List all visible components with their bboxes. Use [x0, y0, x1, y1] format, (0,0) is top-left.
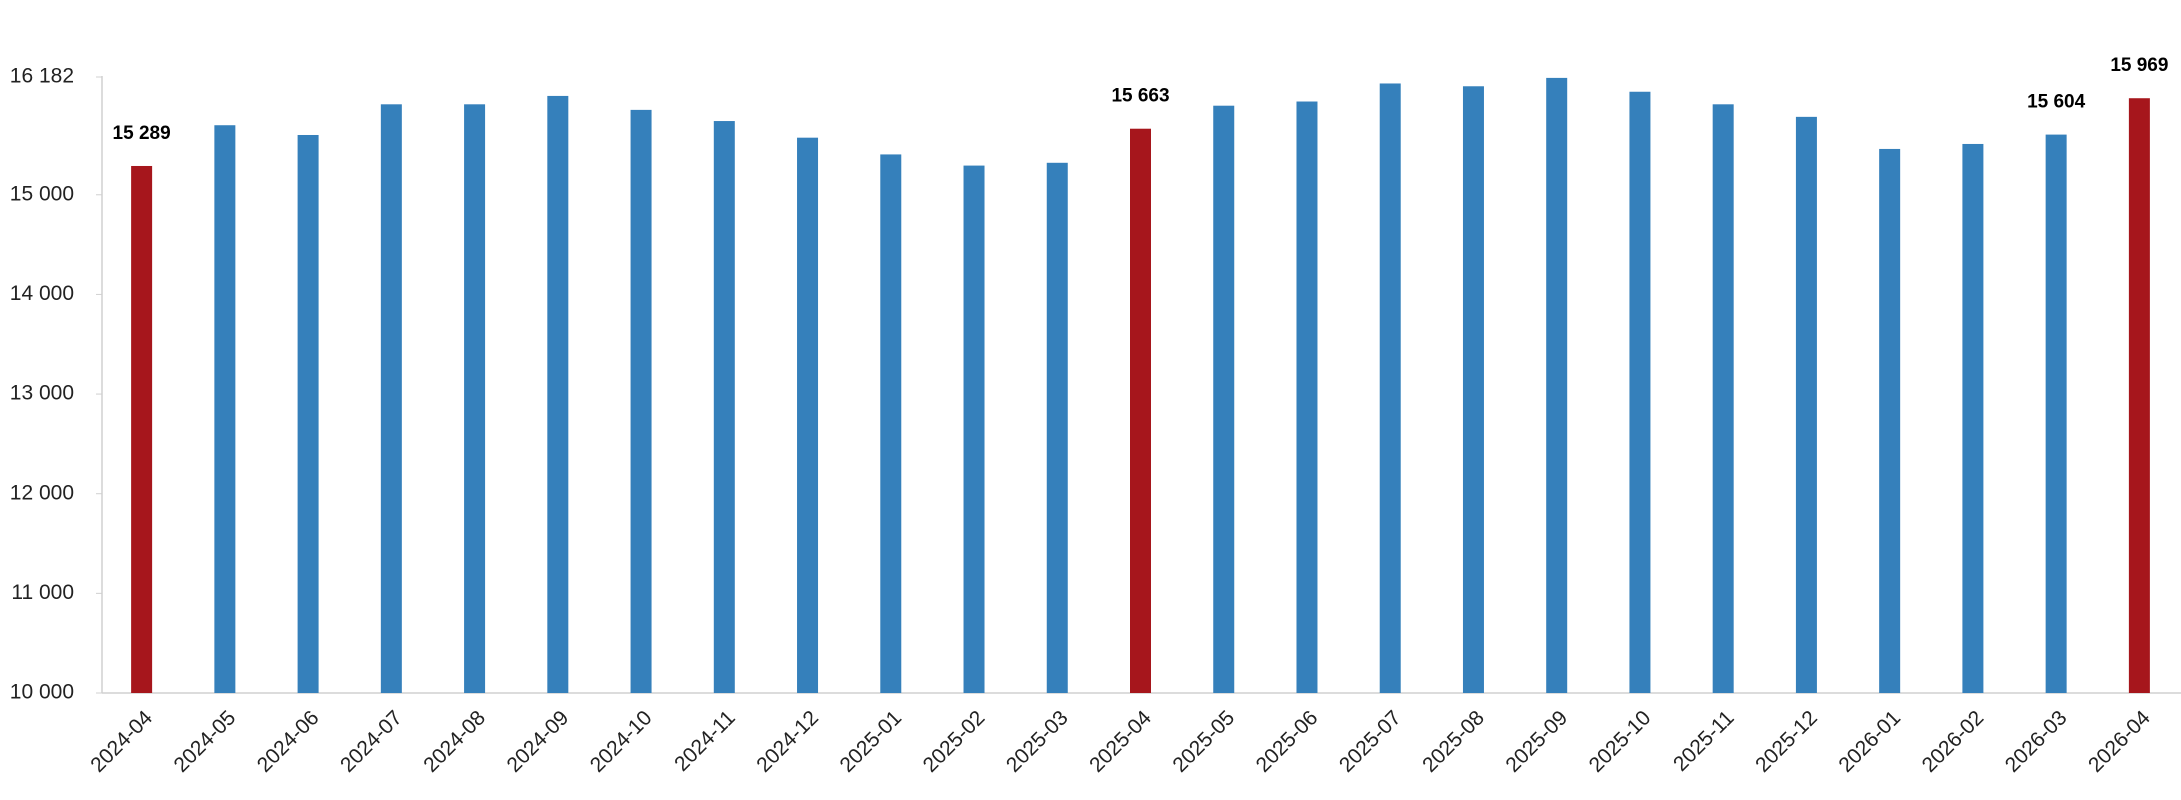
y-tick-label: 15 000	[10, 182, 74, 205]
bar	[214, 125, 236, 693]
x-tick-label: 2025-10	[1585, 706, 1656, 777]
y-tick-label: 14 000	[10, 282, 74, 305]
y-tick-label: 11 000	[11, 581, 74, 604]
bar	[963, 165, 985, 694]
bar	[1795, 116, 1817, 693]
value-label: 15 969	[2110, 55, 2168, 76]
bar	[297, 134, 319, 693]
bar	[1379, 83, 1401, 693]
x-tick-label: 2025-11	[1669, 706, 1739, 776]
value-label: 15 604	[2027, 92, 2086, 113]
y-tick-label: 12 000	[10, 481, 74, 504]
x-tick-label: 2025-12	[1751, 706, 1822, 777]
x-tick-label: 2025-01	[835, 706, 906, 777]
bar	[1962, 143, 1984, 693]
x-tick-label: 2024-05	[170, 706, 241, 777]
bar	[1462, 86, 1484, 693]
x-tick-label: 2025-04	[1085, 706, 1156, 777]
bar	[1546, 77, 1568, 694]
value-label: 15 289	[113, 123, 171, 144]
x-tick-label: 2025-08	[1418, 706, 1489, 777]
bar	[2045, 134, 2067, 693]
y-tick-label: 13 000	[10, 382, 74, 405]
y-tick-label: 10 000	[10, 681, 74, 704]
bar	[1879, 148, 1901, 693]
y-tick-label: 16 182	[10, 65, 74, 88]
bar	[1629, 91, 1651, 694]
bar	[630, 109, 652, 693]
bar	[1046, 162, 1068, 694]
x-tick-label: 2026-03	[2001, 706, 2072, 777]
x-tick-label: 2024-12	[752, 706, 823, 777]
bar	[1130, 128, 1151, 693]
bar	[880, 154, 902, 694]
bar	[464, 104, 486, 693]
x-tick-label: 2024-04	[86, 706, 157, 777]
bar	[1712, 104, 1734, 693]
bar	[797, 137, 819, 693]
bar	[547, 95, 569, 694]
value-label: 15 663	[1111, 86, 1169, 107]
x-tick-label: 2025-03	[1002, 706, 1073, 777]
bar	[2128, 98, 2150, 694]
x-tick-label: 2025-09	[1501, 706, 1572, 777]
x-tick-label: 2024-09	[503, 706, 574, 777]
bar	[1296, 101, 1318, 694]
x-tick-label: 2025-06	[1252, 706, 1323, 777]
x-tick-label: 2024-06	[253, 706, 324, 777]
x-tick-label: 2026-01	[1834, 706, 1905, 777]
x-tick-label: 2025-05	[1168, 706, 1239, 777]
x-tick-label: 2024-07	[336, 706, 407, 777]
x-tick-label: 2024-11	[670, 706, 740, 776]
x-tick-label: 2024-10	[586, 706, 657, 777]
bar	[713, 121, 735, 693]
x-tick-label: 2024-08	[419, 706, 490, 777]
bar	[131, 165, 153, 694]
x-tick-label: 2025-07	[1335, 706, 1406, 777]
x-tick-label: 2026-02	[1918, 706, 1989, 777]
bar	[380, 104, 402, 693]
x-tick-label: 2026-04	[2084, 706, 2155, 777]
x-tick-label: 2025-02	[919, 706, 990, 777]
bar	[1213, 105, 1235, 693]
